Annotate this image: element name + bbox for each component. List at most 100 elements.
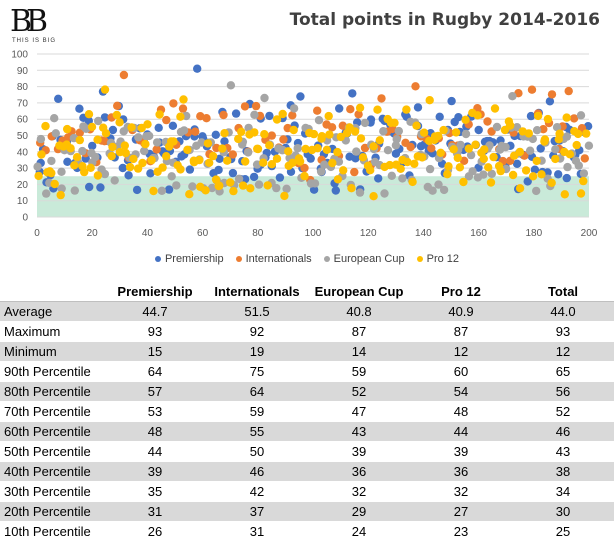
data-point	[219, 110, 228, 120]
data-point	[501, 142, 510, 152]
data-point	[582, 129, 591, 138]
data-point	[379, 127, 388, 136]
data-point	[234, 174, 244, 183]
data-point	[179, 95, 188, 104]
data-point	[487, 169, 496, 178]
data-point	[317, 132, 327, 141]
x-tick-label: 120	[360, 228, 377, 239]
stats-table: Premiership Internationals European Cup Pro…	[0, 281, 614, 542]
data-point	[339, 166, 348, 175]
data-point	[185, 190, 194, 199]
x-tick-label: 60	[197, 228, 209, 239]
table-cell: 26	[104, 521, 206, 542]
legend-marker	[154, 256, 161, 263]
data-point	[75, 128, 85, 137]
data-point	[125, 162, 135, 172]
table-cell: 59	[206, 401, 308, 422]
data-point	[579, 169, 589, 178]
data-point	[149, 186, 158, 196]
data-point	[267, 160, 277, 169]
data-point	[178, 104, 188, 113]
data-point	[547, 178, 556, 187]
table-cell: 29	[308, 501, 410, 522]
data-point	[484, 163, 493, 172]
data-point	[569, 114, 579, 123]
data-point	[354, 110, 363, 119]
table-cell: 55	[206, 421, 308, 442]
data-point	[202, 114, 211, 123]
data-point	[327, 123, 337, 132]
data-point	[195, 155, 204, 165]
data-point	[383, 146, 393, 155]
legend-label: Pro 12	[426, 253, 460, 265]
y-tick-label: 10	[17, 196, 29, 207]
data-point	[573, 129, 583, 139]
data-point	[355, 188, 365, 197]
data-point	[218, 144, 227, 153]
table-cell: 52	[512, 401, 614, 422]
data-point	[41, 121, 50, 131]
data-point	[412, 121, 421, 130]
data-point	[33, 162, 42, 171]
data-point	[87, 122, 97, 132]
table-cell: 51.5	[206, 301, 308, 322]
data-point	[436, 148, 445, 157]
data-point	[75, 104, 84, 113]
data-point	[366, 166, 375, 175]
table-cell: 44.0	[512, 301, 614, 322]
data-point	[37, 150, 46, 159]
data-point	[220, 129, 229, 138]
data-point	[355, 103, 365, 113]
data-point	[336, 132, 345, 142]
data-point	[158, 163, 167, 172]
data-point	[524, 129, 533, 138]
data-point	[374, 174, 383, 183]
data-point	[36, 134, 46, 144]
data-point	[215, 181, 224, 190]
data-point	[434, 180, 443, 189]
data-point	[50, 114, 59, 123]
data-point	[152, 138, 162, 147]
data-point	[387, 171, 396, 180]
data-point	[310, 179, 320, 188]
data-point	[250, 110, 259, 120]
data-point	[346, 105, 355, 114]
data-point	[313, 144, 322, 153]
data-point	[265, 111, 274, 121]
data-point	[260, 93, 269, 103]
data-point	[486, 178, 496, 187]
data-point	[419, 128, 429, 137]
data-point	[496, 166, 505, 176]
data-point	[554, 170, 563, 179]
data-point	[447, 96, 456, 106]
data-point	[101, 129, 111, 138]
data-point	[167, 172, 176, 181]
data-point	[253, 144, 263, 154]
data-point	[352, 147, 361, 156]
data-point	[526, 111, 536, 121]
data-point	[51, 129, 60, 138]
data-point	[140, 146, 149, 156]
data-point	[70, 186, 80, 195]
data-point	[515, 184, 525, 193]
column-header: Premiership	[104, 281, 206, 302]
data-point	[456, 140, 465, 150]
data-point	[413, 103, 423, 112]
table-cell: 15	[104, 341, 206, 362]
data-point	[483, 117, 492, 126]
data-point	[205, 158, 214, 167]
data-point	[410, 159, 419, 168]
data-point	[576, 111, 586, 120]
data-point	[506, 121, 515, 130]
data-point	[288, 111, 297, 120]
data-point	[168, 121, 178, 130]
data-point	[471, 140, 480, 149]
data-point	[34, 171, 43, 181]
column-header: Pro 12	[410, 281, 512, 302]
data-point	[229, 186, 238, 196]
data-point	[293, 144, 302, 153]
data-point	[57, 167, 66, 176]
data-point	[489, 152, 498, 162]
data-point	[78, 146, 87, 156]
data-point	[333, 175, 343, 184]
